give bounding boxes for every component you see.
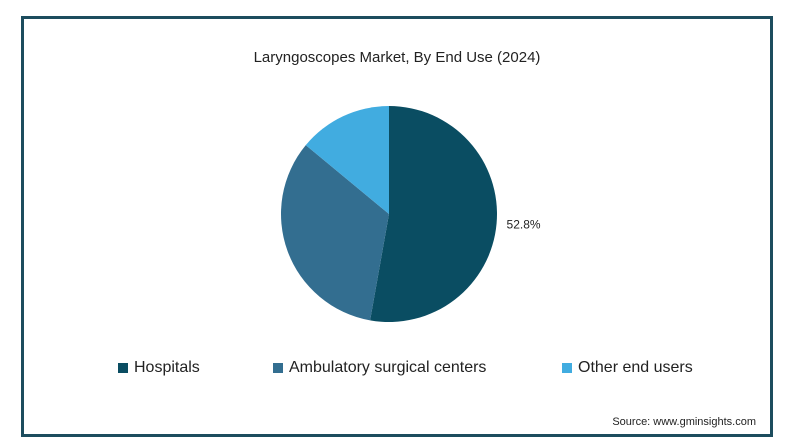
legend-item-hospitals: Hospitals (118, 359, 200, 377)
source-note: Source: www.gminsights.com (612, 416, 756, 428)
pie-slice-other-end-users (305, 106, 389, 214)
chart-title: Laryngoscopes Market, By End Use (2024) (253, 49, 541, 66)
legend-label: Hospitals (134, 359, 200, 376)
pie-slice-hospitals (370, 105, 498, 323)
legend: Hospitals Ambulatory surgical centers Ot… (24, 359, 770, 383)
data-label: 52.8% (507, 217, 541, 231)
legend-swatch-ambulatory-surgical-centers (273, 363, 283, 373)
legend-label: Other end users (578, 359, 693, 376)
legend-item-other-end-users: Other end users (562, 359, 693, 377)
pie-chart: 52.8% (281, 105, 541, 323)
legend-item-ambulatory-surgical-centers: Ambulatory surgical centers (273, 359, 486, 377)
chart-frame: Laryngoscopes Market, By End Use (2024) … (21, 16, 773, 437)
legend-swatch-other-end-users (562, 363, 572, 373)
pie-slice-ambulatory-surgical-centers (281, 145, 389, 321)
legend-swatch-hospitals (118, 363, 128, 373)
legend-label: Ambulatory surgical centers (289, 359, 487, 376)
